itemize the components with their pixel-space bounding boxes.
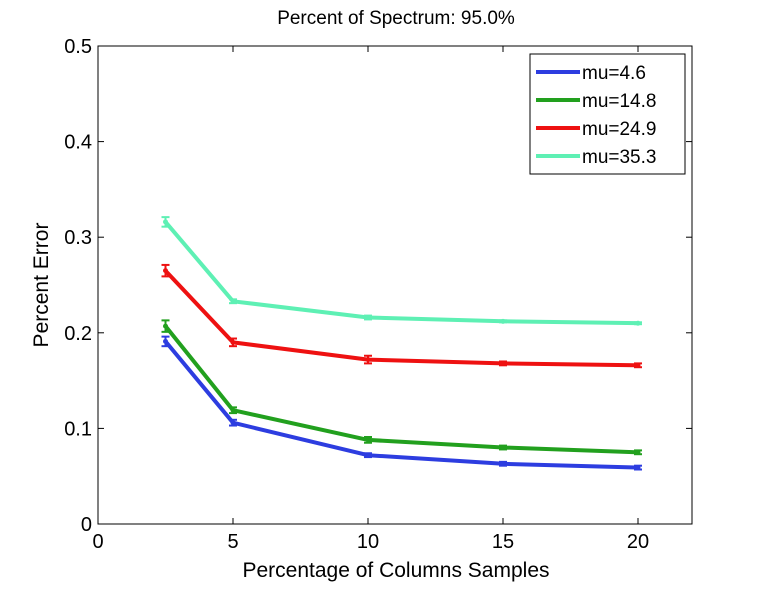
legend-label: mu=35.3: [582, 147, 656, 168]
data-point: [500, 360, 506, 366]
x-tick-label: 0: [92, 531, 103, 553]
legend-label: mu=24.9: [582, 119, 656, 140]
x-tick-label: 5: [227, 531, 238, 553]
y-tick-label: 0.1: [64, 418, 92, 440]
x-axis-title: Percentage of Columns Samples: [243, 559, 550, 582]
data-point: [635, 320, 641, 326]
data-point: [635, 362, 641, 368]
y-axis-title: Percent Error: [30, 223, 53, 348]
data-point: [635, 449, 641, 455]
series-2: [161, 319, 642, 456]
y-tick-label: 0.2: [64, 323, 92, 345]
y-tick-label: 0.4: [64, 132, 92, 154]
data-point: [500, 445, 506, 451]
legend: mu=4.6 mu=14.8 mu=24.9 mu=35.3: [529, 53, 686, 175]
plot-frame: [97, 45, 693, 525]
data-point: [500, 318, 506, 324]
x-tick-label: 10: [357, 531, 379, 553]
data-point: [365, 437, 371, 443]
data-point: [163, 338, 168, 344]
x-tick-label: 15: [492, 531, 514, 553]
data-point: [163, 219, 168, 225]
series-1: [161, 335, 642, 471]
y-tick-label: 0: [81, 514, 92, 536]
data-point: [230, 420, 236, 426]
legend-label: mu=14.8: [582, 91, 656, 112]
tick-layer: 0 5 10 15 20 0 0.1 0.2 0.3 0.4 0.5: [64, 36, 692, 553]
y-tick-label: 0.5: [64, 36, 92, 58]
data-point: [365, 357, 371, 363]
data-point: [163, 268, 168, 274]
series-4: [161, 216, 642, 326]
y-tick-label: 0.3: [64, 227, 92, 249]
data-point: [230, 339, 236, 345]
data-point: [163, 323, 168, 329]
chart-title: Percent of Spectrum: 95.0%: [277, 8, 515, 29]
series-line: [163, 324, 639, 455]
data-point: [230, 298, 236, 304]
legend-label: mu=4.6: [582, 63, 646, 84]
data-point: [500, 461, 506, 467]
data-point: [365, 315, 371, 321]
data-point: [365, 452, 371, 458]
data-point: [635, 465, 641, 471]
series-layer: [161, 216, 642, 471]
x-tick-label: 20: [627, 531, 649, 553]
series-line: [163, 220, 639, 326]
series-3: [161, 263, 642, 369]
legend-items: mu=4.6 mu=14.8 mu=24.9 mu=35.3: [536, 63, 656, 168]
data-point: [230, 407, 236, 413]
